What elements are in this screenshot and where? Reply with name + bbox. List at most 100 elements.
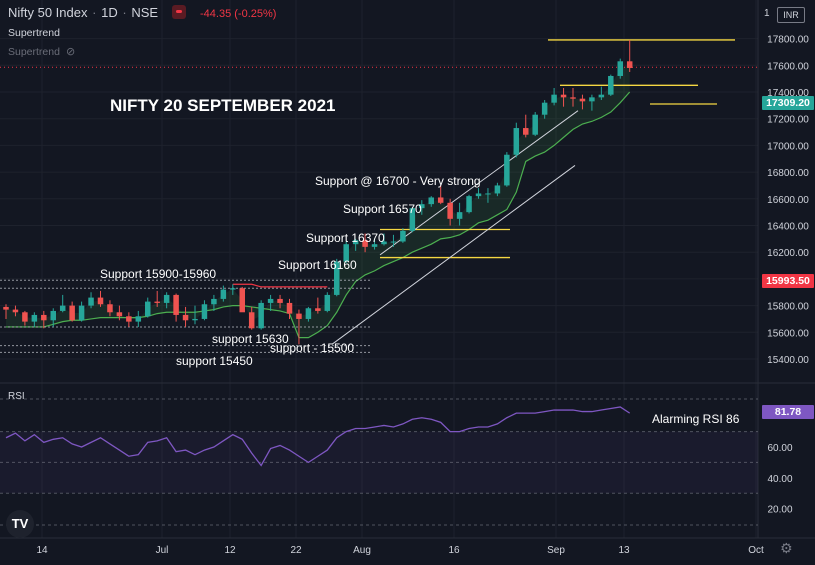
candle-body <box>437 197 444 203</box>
candle-body <box>390 241 397 243</box>
candle-body <box>324 294 331 311</box>
time-tick-label: Aug <box>353 545 371 556</box>
symbol-header[interactable]: Nifty 50 Index · 1D · NSE <box>8 5 159 20</box>
candle-body <box>97 297 104 305</box>
eye-off-icon[interactable]: ⊘ <box>66 46 76 58</box>
candle-body <box>135 316 142 322</box>
annotation-label: Support 16160 <box>278 258 357 272</box>
candle-body <box>428 197 434 205</box>
rsi-tick-label: 40.00 <box>767 474 792 485</box>
currency-button[interactable]: INR <box>777 7 805 23</box>
candle-body <box>258 302 264 329</box>
price-tick-label: 17800.00 <box>767 35 809 46</box>
candle-body <box>475 193 482 197</box>
indicator-supertrend-1[interactable]: Supertrend <box>8 27 60 39</box>
candle-body <box>598 94 605 98</box>
annotation-label: support 15450 <box>176 354 253 368</box>
time-tick-label: 12 <box>224 545 236 556</box>
current-price-label: 15993.50 <box>762 274 814 288</box>
annotation-label: Support 15900-15960 <box>100 267 216 281</box>
time-tick-label: 22 <box>290 545 302 556</box>
candle-body <box>173 294 179 315</box>
candle-body <box>419 204 425 209</box>
price-tick-label: 16200.00 <box>767 248 809 259</box>
candle-body <box>163 294 170 303</box>
candle-body <box>211 298 217 305</box>
price-tick-label: 17400.00 <box>767 88 809 99</box>
time-tick-label: Jul <box>156 545 169 556</box>
time-tick-label: Oct <box>748 545 764 556</box>
candle-body <box>523 128 529 135</box>
candle-body <box>551 94 557 103</box>
price-tick-label: 15800.00 <box>767 302 809 313</box>
time-tick-label: Sep <box>547 545 565 556</box>
candle-body <box>277 298 283 303</box>
price-tick-label: 1 <box>764 8 770 19</box>
candle-body <box>59 305 66 311</box>
time-tick-label: 13 <box>618 545 630 556</box>
candle-body <box>485 193 491 195</box>
candle-body <box>626 61 633 68</box>
candle-body <box>78 305 85 321</box>
candle-body <box>154 301 160 303</box>
candle-body <box>456 212 463 219</box>
interval-label[interactable]: 1D <box>101 5 118 20</box>
candle-body <box>41 314 47 321</box>
annotation-label: Support 16370 <box>306 231 385 245</box>
candle-body <box>88 297 94 306</box>
candle-body <box>541 102 548 115</box>
price-tick-label: 16600.00 <box>767 195 809 206</box>
candle-body <box>230 288 236 290</box>
price-tick-label: 17600.00 <box>767 61 809 72</box>
time-tick-label: 16 <box>448 545 460 556</box>
time-tick-label: 14 <box>36 545 48 556</box>
candle-body <box>126 316 132 322</box>
candle-body <box>352 240 359 245</box>
candle-body <box>494 185 501 194</box>
candle-body <box>589 97 595 102</box>
candle-body <box>343 244 349 262</box>
rsi-tick-label: 60.00 <box>767 443 792 454</box>
price-tick-label: 17000.00 <box>767 141 809 152</box>
gear-icon[interactable]: ⚙ <box>780 540 793 556</box>
candle-body <box>315 308 321 311</box>
annotation-label: support 15630 <box>212 332 289 346</box>
candle-body <box>69 305 75 321</box>
candle-body <box>220 289 227 299</box>
annotation-label: Alarming RSI 86 <box>652 412 740 426</box>
candle-body <box>286 302 293 314</box>
candle-body <box>409 208 416 231</box>
candle-body <box>334 261 340 295</box>
annotation-label: support - 15500 <box>270 341 354 355</box>
candle-body <box>447 202 453 219</box>
annotation-label: Support 16570 <box>343 202 422 216</box>
channel-lower <box>331 165 576 345</box>
price-tick-label: 16400.00 <box>767 222 809 233</box>
annotation-label: Support @ 16700 - Very strong <box>315 174 481 188</box>
rsi-pane-title[interactable]: RSI <box>8 391 25 402</box>
candle-body <box>267 298 274 303</box>
price-tick-label: 15400.00 <box>767 355 809 366</box>
candle-body <box>192 318 198 321</box>
candle-body <box>248 312 255 329</box>
price-tick-label: 17200.00 <box>767 115 809 126</box>
indicator-supertrend-2[interactable]: Supertrend <box>8 46 60 58</box>
candle-body <box>22 312 28 322</box>
candle-body <box>201 304 208 319</box>
status-icon[interactable] <box>172 5 186 19</box>
candle-body <box>466 196 472 213</box>
candle-body <box>570 97 576 99</box>
rsi-line <box>5 406 631 467</box>
supertrend-fill <box>6 64 630 338</box>
tradingview-logo[interactable]: TV <box>6 510 34 538</box>
candle-body <box>608 75 614 95</box>
rsi-tick-label: 20.00 <box>767 505 792 516</box>
candle-body <box>239 288 245 313</box>
candle-body <box>371 244 378 247</box>
supertrend-line <box>6 91 631 339</box>
price-tick-label: 15600.00 <box>767 328 809 339</box>
candle-body <box>182 314 189 321</box>
candle-body <box>50 310 56 321</box>
